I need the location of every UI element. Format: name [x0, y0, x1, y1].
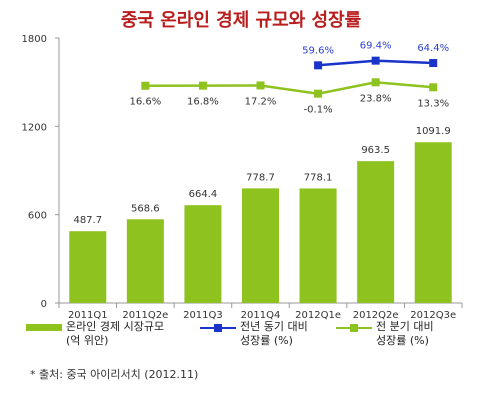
qoq-line [145, 81, 434, 95]
qoq-marker [371, 78, 380, 87]
legend-label-bars: 온라인 경제 시장규모 (억 위안) [66, 320, 165, 347]
bar [126, 219, 164, 303]
yoy-marker [314, 61, 323, 70]
qoq-value-label: 17.2% [245, 96, 277, 107]
qoq-marker [141, 81, 150, 90]
qoq-value-label: 23.8% [360, 93, 392, 104]
bar-value-label: 664.4 [189, 189, 218, 200]
x-tick-label: 2012Q3e [410, 310, 456, 321]
yoy-marker [371, 56, 380, 65]
qoq-marker [256, 81, 265, 90]
bar-value-label: 778.1 [304, 172, 333, 183]
yoy-value-label: 69.4% [360, 41, 392, 52]
legend-label-yoy: 전년 동기 대비 성장률 (%) [240, 320, 308, 347]
chart-title: 중국 온라인 경제 규모와 성장률 [120, 10, 362, 31]
yoy-marker [429, 59, 438, 68]
bar-value-label: 963.5 [361, 145, 390, 156]
bar [242, 188, 279, 303]
x-tick-label: 2011Q1 [68, 310, 108, 321]
x-tick-label: 2012Q1e [295, 310, 341, 321]
y-tick-label: 0 [41, 299, 47, 310]
x-tick-label: 2012Q2e [353, 310, 399, 321]
x-tick-label: 2011Q4 [241, 310, 281, 321]
bar-value-label: 487.7 [73, 215, 102, 226]
qoq-marker [198, 81, 207, 90]
qoq-value-label: 16.8% [187, 97, 219, 108]
legend-item-bars: 온라인 경제 시장규모 (억 위안) [26, 320, 164, 348]
qoq-value-label: -0.1% [304, 105, 333, 116]
legend-swatch-yoy [200, 322, 236, 334]
qoq-value-label: 16.6% [129, 97, 161, 108]
bar [184, 205, 222, 303]
legend-item-qoq: 전 분기 대비 성장률 (%) [336, 320, 434, 348]
x-tick-label: 2011Q3 [183, 310, 223, 321]
bar [69, 231, 107, 303]
bar-value-label: 778.7 [246, 172, 275, 183]
legend-item-yoy: 전년 동기 대비 성장률 (%) [200, 320, 308, 348]
qoq-marker [314, 89, 323, 98]
y-tick-label: 1800 [22, 34, 47, 45]
x-tick-label: 2011Q2e [122, 310, 168, 321]
qoq-marker [429, 83, 438, 92]
legend: 온라인 경제 시장규모 (억 위안) 전년 동기 대비 성장률 (%) 전 분기… [26, 320, 466, 360]
bar [414, 142, 452, 303]
legend-label-qoq: 전 분기 대비 성장률 (%) [376, 320, 434, 347]
yoy-value-label: 59.6% [302, 45, 334, 56]
bar-value-label: 568.6 [131, 203, 160, 214]
qoq-value-label: 13.3% [417, 98, 449, 109]
y-tick-label: 600 [28, 211, 47, 222]
bar [357, 161, 395, 303]
legend-swatch-qoq [336, 322, 372, 334]
legend-swatch-bars [26, 322, 62, 334]
bar-value-label: 1091.9 [416, 126, 451, 137]
yoy-value-label: 64.4% [417, 43, 449, 54]
y-tick-label: 1200 [22, 122, 47, 133]
source-note: * 출처: 중국 아이리서치 (2012.11) [30, 368, 199, 381]
bar [299, 188, 337, 303]
